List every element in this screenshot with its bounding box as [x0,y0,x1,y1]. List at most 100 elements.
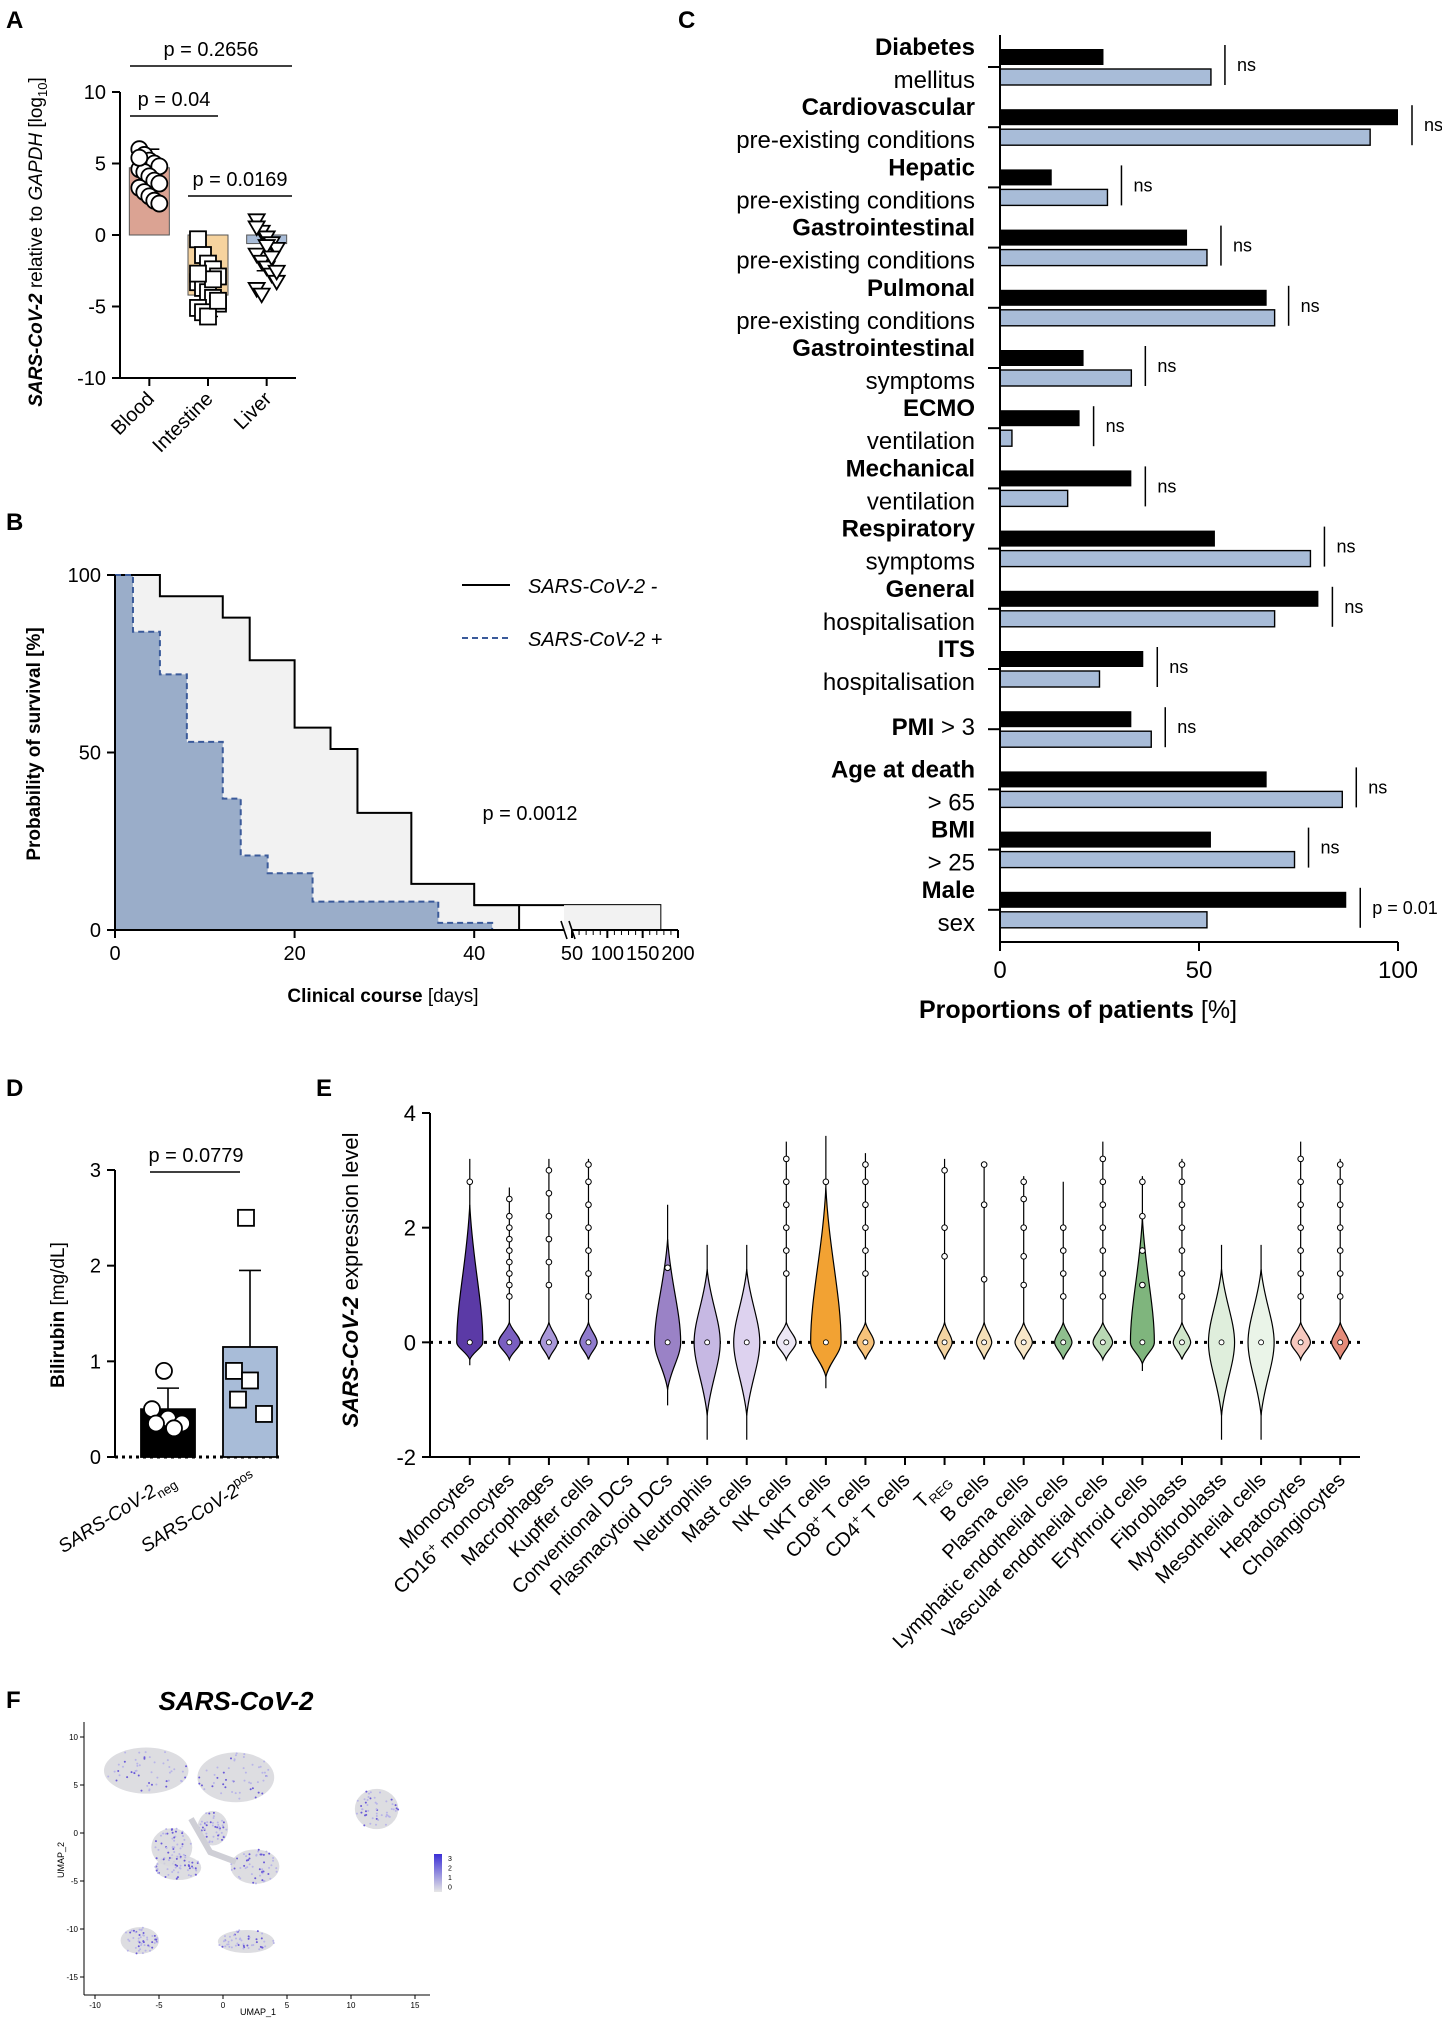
a-data-point [150,174,169,193]
e-outlier-point [1297,1247,1304,1254]
panel-e-letter: E [316,1075,332,1102]
e-outlier-point [1099,1201,1107,1209]
f-y-tick-label: -5 [71,1877,79,1886]
f-expression-point [127,1938,130,1941]
f-expression-point [248,1853,251,1856]
f-expression-point [138,1764,141,1767]
e-outlier-point [1336,1270,1344,1277]
b-axis-break [560,920,568,940]
f-expression-point [194,1867,197,1870]
f-expression-point [212,1815,215,1818]
f-expression-point [254,1882,257,1885]
f-expression-point [167,1859,170,1862]
f-expression-point [212,1835,215,1838]
f-expression-point [154,1865,157,1868]
d-y-tick-label: 1 [90,1351,101,1373]
f-expression-point [355,1812,358,1815]
f-expression-point [184,1864,187,1867]
f-expression-point [375,1802,378,1805]
c-bar-negative [1000,109,1398,126]
e-outlier-point [1059,1247,1067,1254]
f-expression-point [263,1771,266,1774]
f-expression-point [228,1945,231,1948]
f-expression-point [191,1865,194,1868]
e-y-tick-label: -2 [396,1445,416,1470]
c-bar-negative [1000,891,1347,908]
e-outlier-point [822,1178,830,1186]
f-expression-point [248,1781,251,1784]
f-expression-point [121,1765,124,1768]
f-expression-point [249,1788,252,1791]
f-expression-point [263,1861,266,1864]
f-expression-point [216,1821,219,1824]
f-expression-point [174,1863,177,1866]
f-expression-point [250,1873,253,1876]
f-cluster [217,1929,275,1953]
f-expression-point [179,1864,182,1867]
e-outlier-point [1297,1270,1304,1277]
f-expression-point [155,1857,158,1860]
f-expression-point [216,1826,219,1829]
f-expression-point [146,1784,149,1787]
a-p-value: p = 0.0169 [192,169,287,191]
e-outlier-point [1178,1161,1186,1168]
c-bar-negative [1000,169,1052,186]
f-expression-point [144,1949,147,1952]
f-expression-point [242,1943,245,1946]
c-group-label: Age at death [831,756,975,783]
f-expression-point [246,1866,249,1869]
a-y-tick-label: -5 [88,297,106,319]
f-expression-point [159,1834,162,1837]
c-group-label: Pulmonal [867,275,975,302]
f-expression-point [257,1850,260,1853]
f-expression-point [180,1780,183,1783]
c-bar-negative [1000,49,1104,65]
f-expression-point [173,1836,176,1839]
f-expression-point [218,1944,221,1947]
f-expression-point [261,1932,264,1935]
a-y-tick-label: 5 [95,154,106,176]
d-data-point [155,1362,173,1380]
f-expression-point [364,1810,367,1813]
e-outlier-point [585,1161,592,1168]
f-expression-point [264,1945,267,1948]
f-expression-point [166,1868,169,1871]
e-outlier-point [506,1235,513,1243]
b-legend-label-positive: SARS-CoV-2 + [528,629,662,651]
c-group-label: BMI [931,817,975,844]
f-expression-point [213,1773,216,1776]
c-bar-positive [999,248,1208,267]
f-expression-point [375,1812,378,1815]
e-outlier-point [862,1224,869,1231]
f-expression-point [369,1822,372,1825]
f-expression-point [385,1811,388,1814]
f-expression-point [222,1783,225,1786]
f-expression-point [157,1848,160,1851]
c-group-label: Respiratory [842,516,976,543]
f-expression-point [173,1768,176,1771]
e-outlier-point [1336,1293,1344,1300]
c-bar-negative [1000,350,1084,366]
f-expression-point [231,1790,234,1793]
f-expression-point [257,1766,260,1769]
f-expression-point [261,1868,264,1871]
f-expression-point [124,1931,127,1934]
f-expression-point [360,1811,363,1814]
f-expression-point [235,1937,238,1940]
e-median-point [783,1339,790,1346]
e-median-point [1297,1339,1304,1346]
f-expression-point [167,1873,170,1876]
e-outlier-point [1099,1247,1107,1254]
f-expression-point [394,1804,397,1807]
f-expression-point [184,1776,187,1779]
f-expression-point [242,1755,245,1758]
f-expression-point [189,1874,192,1877]
panel-a: A SARS-CoV-2 relative to GAPDH [log10] 1… [6,7,296,457]
e-violin-body [810,1187,842,1377]
f-expression-point [259,1874,262,1877]
e-outlier-point [466,1178,474,1186]
